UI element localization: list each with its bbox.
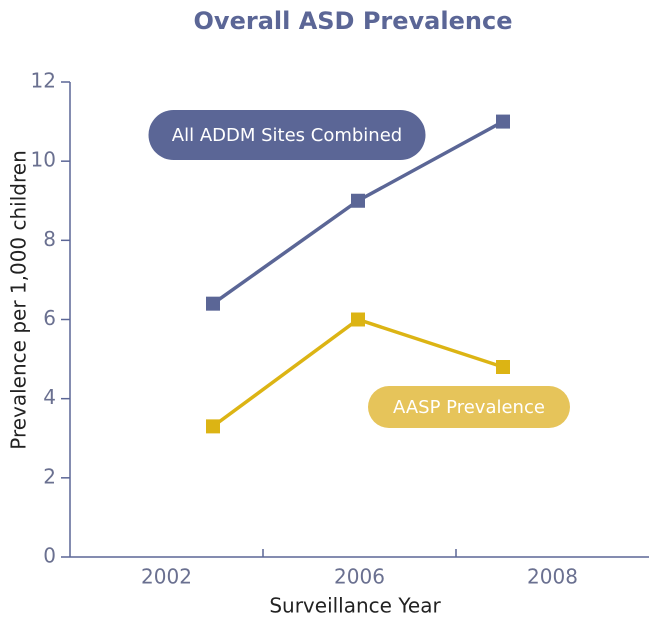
y-tick-label: 6	[43, 306, 56, 330]
legend-label: All ADDM Sites Combined	[172, 125, 402, 146]
y-tick-label: 4	[43, 385, 56, 409]
point	[351, 193, 365, 208]
point	[496, 360, 510, 374]
x-axis-label: Surveillance Year	[269, 594, 441, 618]
legend-pill	[368, 386, 570, 428]
chart-title: Overall ASD Prevalence	[194, 7, 513, 35]
point	[351, 312, 365, 327]
y-tick-label: 10	[31, 148, 56, 172]
legend-pill	[148, 110, 426, 160]
x-tick-label: 2008	[527, 565, 578, 589]
point	[206, 419, 220, 434]
y-tick-label: 2	[43, 464, 56, 488]
x-tick-label: 2006	[334, 565, 385, 589]
y-tick-label: 12	[31, 69, 56, 93]
legend-label: AASP Prevalence	[393, 397, 545, 418]
point	[496, 114, 510, 129]
y-tick-label: 0	[43, 544, 56, 568]
y-axis-label: Prevalence per 1,000 children	[7, 150, 31, 450]
point	[206, 296, 220, 311]
y-tick-label: 8	[43, 227, 56, 251]
x-tick-label: 2002	[141, 565, 192, 589]
